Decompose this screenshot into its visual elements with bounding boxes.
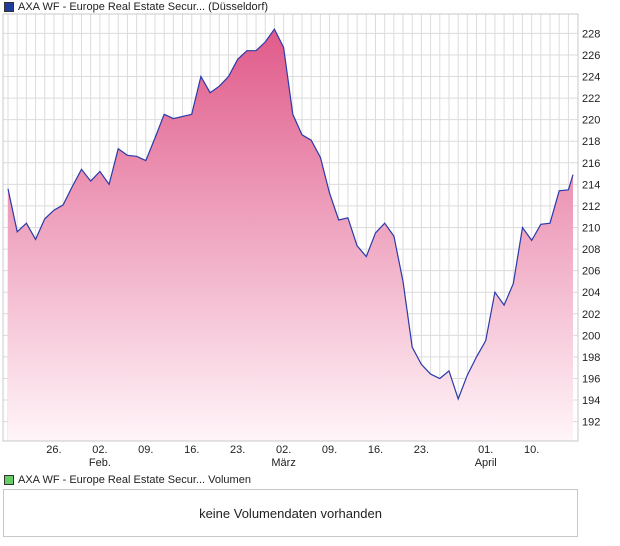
y-tick-label: 224 xyxy=(582,72,600,84)
x-tick-label: 23. xyxy=(414,444,429,456)
y-tick-label: 194 xyxy=(582,395,600,407)
y-tick-label: 198 xyxy=(582,352,600,364)
y-tick-label: 218 xyxy=(582,136,600,148)
x-month-label: März xyxy=(271,457,295,469)
x-tick-label: 26. xyxy=(46,444,61,456)
y-tick-label: 206 xyxy=(582,266,600,278)
y-tick-label: 216 xyxy=(582,158,600,170)
price-legend-swatch xyxy=(4,2,14,12)
x-tick-label: 10. xyxy=(524,444,539,456)
x-tick-label: 01. xyxy=(478,444,493,456)
volume-legend: AXA WF - Europe Real Estate Secur... Vol… xyxy=(4,473,251,487)
x-month-label: April xyxy=(475,457,497,469)
volume-panel: keine Volumendaten vorhanden xyxy=(3,489,578,537)
y-tick-label: 212 xyxy=(582,201,600,213)
x-tick-label: 02. xyxy=(276,444,291,456)
y-tick-label: 228 xyxy=(582,28,600,40)
y-tick-label: 214 xyxy=(582,179,600,191)
y-axis-labels: 192 194 196 198 200 202 204 206 208 210 212 214 216 2… xyxy=(582,28,600,428)
x-tick-label: 23. xyxy=(230,444,245,456)
y-tick-label: 222 xyxy=(582,93,600,105)
x-tick-label: 02. xyxy=(92,444,107,456)
y-tick-label: 196 xyxy=(582,373,600,385)
price-legend: AXA WF - Europe Real Estate Secur... (Dü… xyxy=(4,0,268,14)
y-tick-label: 220 xyxy=(582,115,600,127)
x-tick-label: 16. xyxy=(368,444,383,456)
y-tick-label: 208 xyxy=(582,244,600,256)
y-tick-label: 210 xyxy=(582,223,600,235)
y-tick-label: 226 xyxy=(582,50,600,62)
x-tick-label: 09. xyxy=(322,444,337,456)
volume-empty-message: keine Volumendaten vorhanden xyxy=(199,505,382,521)
price-area xyxy=(8,29,573,441)
x-tick-label: 09. xyxy=(138,444,153,456)
price-legend-label: AXA WF - Europe Real Estate Secur... (Dü… xyxy=(18,1,269,13)
y-tick-label: 200 xyxy=(582,330,600,342)
price-line xyxy=(7,27,574,401)
x-tick-label: 16. xyxy=(184,444,199,456)
plot-frame xyxy=(2,13,579,442)
volume-legend-label: AXA WF - Europe Real Estate Secur... Vol… xyxy=(18,474,251,486)
y-tick-label: 202 xyxy=(582,309,600,321)
x-month-label: Feb. xyxy=(89,457,111,469)
y-tick-label: 204 xyxy=(582,287,600,299)
y-tick-label: 192 xyxy=(582,417,600,429)
price-chart: 192 194 196 198 200 202 204 206 208 210 212 214 216 2… xyxy=(2,13,600,469)
volume-legend-swatch xyxy=(4,475,14,485)
